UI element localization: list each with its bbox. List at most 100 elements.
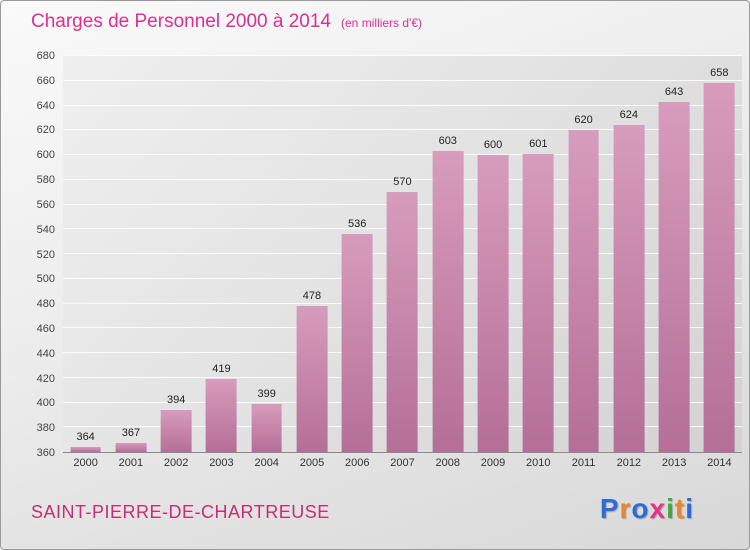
bar-value-label: 658 [710,67,729,80]
y-axis-label: 360 [36,447,55,459]
bar-value-label: 620 [574,114,593,127]
bar-value-label: 364 [76,431,95,444]
y-axis-label: 460 [36,322,55,335]
y-axis-label: 500 [36,273,55,286]
bar-2013 [658,101,690,452]
bar-2008 [432,151,464,452]
bar-value-label: 367 [121,427,141,440]
bar-value-label: 478 [302,289,322,302]
x-axis-label: 2006 [344,457,370,469]
y-axis-label: 440 [36,347,55,360]
x-axis-label: 2011 [571,457,596,469]
gridline [63,79,742,81]
bar-2000 [70,447,102,452]
x-axis-label: 2002 [163,457,189,469]
x-axis-label: 2013 [661,457,687,469]
bar-2007 [387,192,418,452]
x-axis-label: 2007 [390,457,415,469]
chart-header: Charges de Personnel 2000 à 2014 (en mill… [31,11,422,33]
x-axis-label: 2012 [616,457,642,469]
logo-letter: x [649,493,667,524]
bar-2009 [477,155,509,452]
y-axis-labels: 360 380 400 420 440 460 480 500 520 540 560 580 600 6… [11,50,61,459]
bar-2011 [568,130,599,452]
x-axis-label: 2000 [73,457,98,469]
proxiti-logo: Proxiti [600,493,694,525]
y-axis-label: 660 [36,74,55,87]
x-axis-label: 2001 [118,457,144,469]
logo-letter: t [674,493,686,524]
bar-value-label: 399 [257,387,276,400]
bar-value-label: 624 [619,109,638,122]
y-axis-label: 420 [36,372,55,385]
y-axis-label: 400 [36,397,55,410]
logo-letter: i [685,493,694,524]
bar-slot: 419 [199,56,244,452]
bar-slot: 600 [470,56,515,452]
bar-value-label: 600 [483,139,503,151]
bar-chart: 360 380 400 420 440 460 480 500 520 540 560 580 600 6… [11,50,744,459]
gridline [63,104,742,106]
bar-value-label: 419 [212,363,231,375]
bar-slot: 620 [561,56,606,452]
bar-slot: 478 [289,56,334,452]
bar-slot: 658 [697,56,742,452]
logo-letter: i [666,493,675,524]
plot-area: 364 367 394 419 399 478 536 570 603 600 601 620 624 6… [63,55,742,453]
y-axis-label: 620 [36,124,55,137]
gridline [63,129,742,131]
gridline [63,178,742,180]
bar-2002 [160,409,192,452]
bar-2014 [703,83,735,452]
y-axis-label: 380 [36,422,55,435]
bar-slot: 601 [516,56,561,452]
y-axis-label: 540 [36,223,55,236]
y-axis-label: 600 [36,149,55,162]
bar-value-label: 643 [664,85,684,98]
bar-slot: 364 [63,56,108,452]
bar-value-label: 570 [393,176,412,189]
bar-2006 [341,234,373,452]
bar-2010 [522,153,554,452]
bar-slot: 643 [651,56,696,452]
bar-value-label: 601 [529,137,548,150]
gridline [63,55,742,56]
bar-value-label: 536 [348,218,367,231]
bar-2004 [251,403,283,452]
x-axis-label: 2003 [209,457,234,469]
x-axis-label: 2014 [707,457,732,469]
x-axis-label: 2008 [435,457,460,469]
y-axis-label: 480 [36,298,55,311]
y-axis-label: 680 [36,50,55,62]
bar-2005 [296,305,328,452]
bar-value-label: 603 [438,135,457,148]
footer-commune-name: SAINT-PIERRE-DE-CHARTREUSE [31,502,330,522]
x-axis-label: 2010 [526,457,551,469]
bar-2003 [206,379,237,452]
chart-subtitle: (en milliers d'€) [341,16,422,30]
logo-letter: r [619,493,632,524]
y-axis-label: 580 [36,174,55,187]
bar-slot: 624 [606,56,651,452]
bar-slot: 394 [154,56,199,452]
y-axis-label: 640 [36,99,55,112]
bar-value-label: 394 [166,393,186,406]
gridline [63,154,742,155]
bar-slot: 536 [335,56,380,452]
x-axis-label: 2009 [480,457,506,469]
x-axis-labels: 2000 2001 2002 2003 2004 2005 2006 2007 2008 2009… [63,457,742,473]
bar-slot: 603 [425,56,470,452]
bar-slot: 367 [108,56,153,452]
bar-slot: 399 [244,56,289,452]
page-title: Charges de Personnel 2000 à 2014 [31,11,332,32]
logo-letter: P [599,493,620,524]
y-axis-label: 520 [36,248,55,261]
x-axis-label: 2005 [299,457,325,469]
bar-2001 [115,443,147,452]
bar-2012 [613,125,645,452]
logo-letter: o [631,493,650,524]
x-axis-label: 2004 [254,457,279,469]
bar-slot: 570 [380,56,425,452]
y-axis-label: 560 [36,198,55,211]
